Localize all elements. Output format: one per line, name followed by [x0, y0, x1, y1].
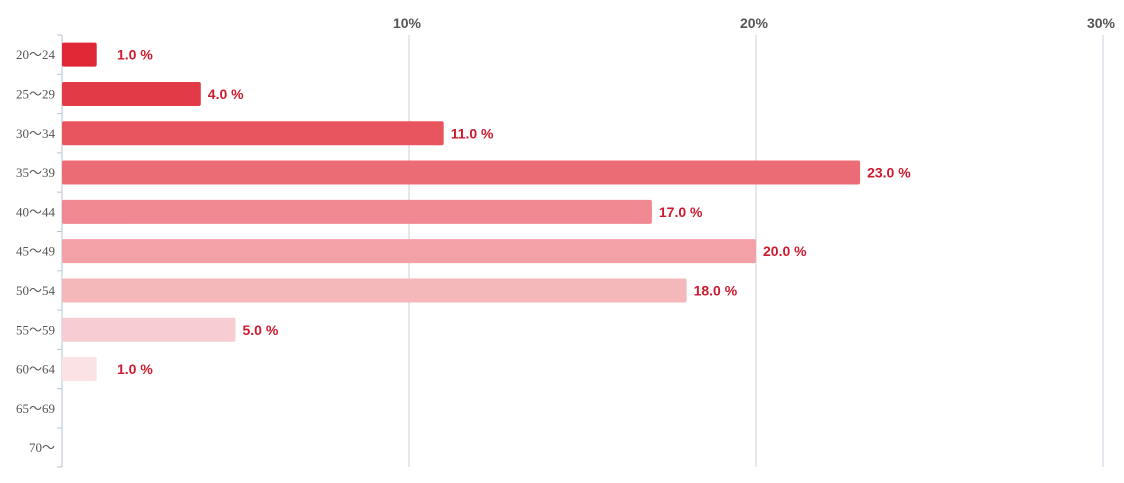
- category-label: 25〜29: [16, 86, 55, 101]
- category-label: 40〜44: [16, 204, 56, 219]
- bar-55〜59: [62, 317, 236, 342]
- bar-60〜64: [62, 357, 97, 382]
- x-tick-label: 20%: [740, 15, 769, 31]
- category-label: 50〜54: [16, 283, 56, 298]
- data-label: 23.0 %: [867, 165, 911, 181]
- bar-50〜54: [62, 278, 687, 303]
- category-label: 60〜64: [16, 362, 56, 377]
- bar-40〜44: [62, 199, 652, 224]
- data-label: 1.0 %: [117, 361, 153, 377]
- bar-25〜29: [62, 81, 201, 106]
- data-label: 1.0 %: [117, 47, 153, 63]
- category-label: 70〜: [29, 440, 55, 455]
- data-label: 17.0 %: [659, 204, 703, 220]
- bar-30〜34: [62, 121, 444, 146]
- category-label: 45〜49: [16, 244, 55, 259]
- category-label: 30〜34: [16, 126, 56, 141]
- x-tick-label: 10%: [393, 15, 422, 31]
- category-label: 20〜24: [16, 47, 56, 62]
- data-label: 5.0 %: [243, 322, 279, 338]
- category-label: 55〜59: [16, 322, 55, 337]
- y-axis: [57, 34, 63, 468]
- data-label: 11.0 %: [451, 125, 494, 141]
- data-labels: 1.0 % 4.0 % 11.0 % 23.0 % 17.0 % 20.0 % 18.0 %…: [117, 47, 911, 377]
- bar-45〜49: [62, 239, 756, 264]
- bar-20〜24: [62, 42, 97, 67]
- x-tick-label: 30%: [1087, 15, 1116, 31]
- data-label: 4.0 %: [208, 86, 244, 102]
- category-label: 35〜39: [16, 165, 55, 180]
- data-label: 18.0 %: [694, 282, 738, 298]
- category-label: 65〜69: [16, 401, 55, 416]
- category-labels: 20〜24 25〜29 30〜34 35〜39 40〜44 45〜49 50〜54 55〜59…: [16, 47, 56, 455]
- bar-35〜39: [62, 160, 861, 185]
- bars: [62, 42, 861, 382]
- x-axis-ticks: 10% 20% 30%: [393, 15, 1116, 31]
- data-label: 20.0 %: [763, 243, 807, 259]
